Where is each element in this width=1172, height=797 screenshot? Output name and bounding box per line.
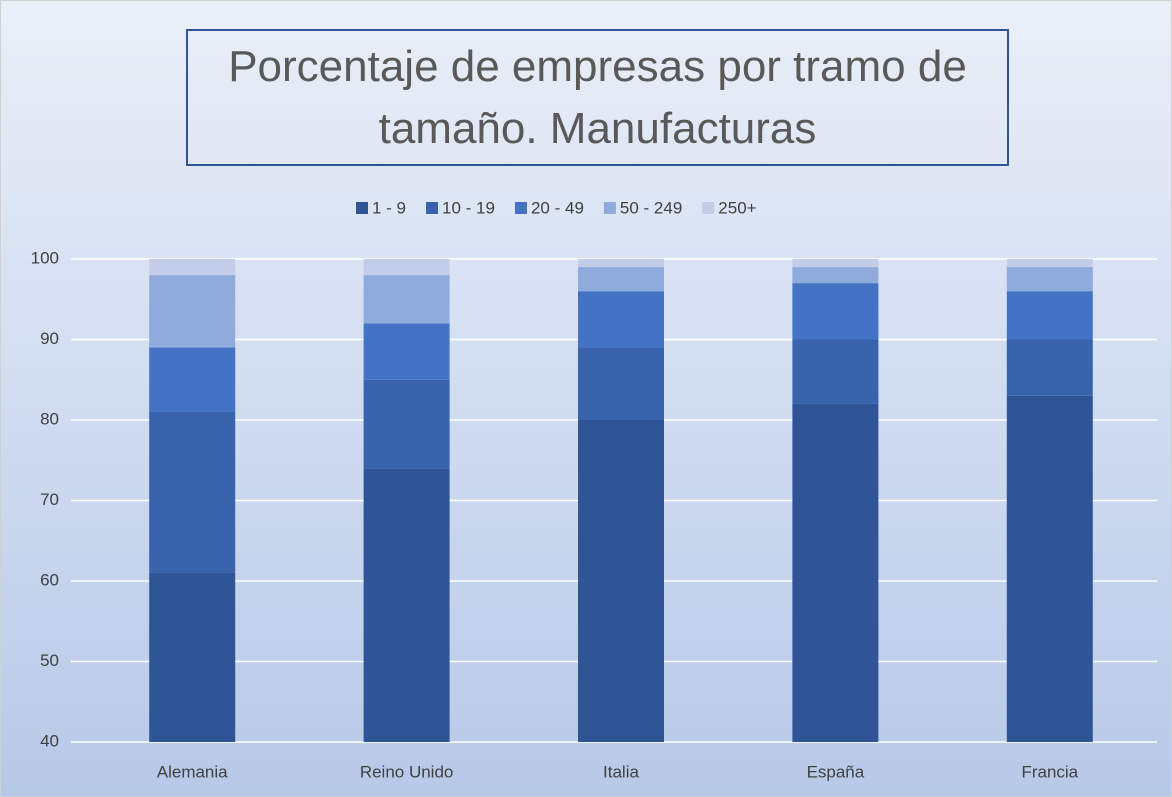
y-tick-label: 80 [40, 409, 59, 428]
chart-title: Porcentaje de empresas por tramo de tama… [186, 29, 1009, 166]
bar-segment [149, 411, 236, 573]
bar-segment [792, 339, 879, 404]
bar-segment [363, 259, 450, 276]
legend-swatch [426, 202, 439, 214]
legend-label: 10 - 19 [442, 198, 495, 217]
x-tick-label: Italia [603, 762, 639, 781]
bar-segment [149, 347, 236, 412]
bar-segment [792, 259, 879, 268]
bar-segment [149, 275, 236, 348]
bar-segment [149, 572, 236, 742]
bar-segment [578, 347, 664, 420]
y-tick-label: 60 [40, 570, 59, 589]
bar-segment [1006, 267, 1093, 292]
bar-segment [1006, 339, 1093, 396]
bar-segment [363, 468, 450, 742]
y-tick-label: 50 [40, 651, 59, 670]
legend-swatch [356, 202, 368, 214]
bar-segment [578, 420, 664, 742]
bar-segment [792, 403, 879, 742]
y-tick-label: 100 [31, 248, 59, 267]
x-tick-label: Reino Unido [360, 762, 454, 781]
legend-swatch [603, 202, 616, 214]
bar-segment [1006, 291, 1093, 340]
bar-segment [363, 379, 450, 469]
bar-segment [1006, 395, 1093, 742]
x-tick-label: Alemania [157, 762, 228, 781]
legend-label: 50 - 249 [620, 198, 682, 217]
legend-swatch [702, 202, 715, 214]
bar-segment [792, 267, 879, 284]
legend-label: 1 - 9 [372, 198, 406, 217]
y-tick-label: 90 [40, 329, 59, 348]
bar-segment [578, 291, 664, 348]
bar-segment [792, 283, 879, 340]
bar-segment [363, 323, 450, 380]
bar-segment [363, 275, 450, 324]
bar-segment [578, 259, 664, 268]
y-tick-label: 40 [40, 731, 59, 750]
y-tick-label: 70 [40, 490, 59, 509]
legend-swatch [514, 202, 527, 214]
bar-segment [578, 267, 664, 292]
legend-label: 20 - 49 [531, 198, 584, 217]
bar-segment [149, 259, 236, 276]
x-tick-label: España [807, 762, 865, 781]
x-tick-label: Francia [1021, 762, 1078, 781]
legend-label: 250+ [718, 198, 756, 217]
bar-segment [1006, 259, 1093, 268]
